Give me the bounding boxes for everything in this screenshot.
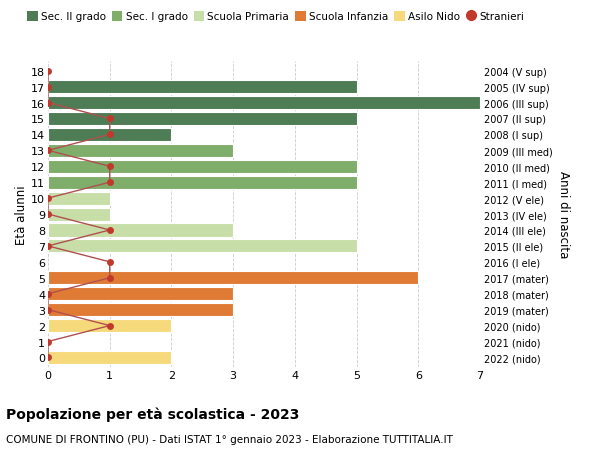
Y-axis label: Anni di nascita: Anni di nascita: [557, 171, 569, 258]
Bar: [48, 145, 233, 157]
Bar: [48, 287, 233, 301]
Bar: [48, 176, 356, 189]
Bar: [48, 303, 233, 317]
Bar: [48, 112, 356, 126]
Text: COMUNE DI FRONTINO (PU) - Dati ISTAT 1° gennaio 2023 - Elaborazione TUTTITALIA.I: COMUNE DI FRONTINO (PU) - Dati ISTAT 1° …: [6, 434, 453, 444]
Bar: [48, 319, 172, 332]
Legend: Sec. II grado, Sec. I grado, Scuola Primaria, Scuola Infanzia, Asilo Nido, Stran: Sec. II grado, Sec. I grado, Scuola Prim…: [27, 12, 524, 22]
Bar: [48, 208, 110, 221]
Bar: [48, 351, 172, 364]
Bar: [48, 81, 356, 94]
Bar: [48, 97, 480, 110]
Bar: [48, 129, 172, 142]
Y-axis label: Età alunni: Età alunni: [16, 185, 28, 244]
Bar: [48, 272, 418, 285]
Bar: [48, 192, 110, 205]
Text: Popolazione per età scolastica - 2023: Popolazione per età scolastica - 2023: [6, 406, 299, 421]
Bar: [48, 240, 356, 253]
Bar: [48, 160, 356, 174]
Bar: [48, 224, 233, 237]
